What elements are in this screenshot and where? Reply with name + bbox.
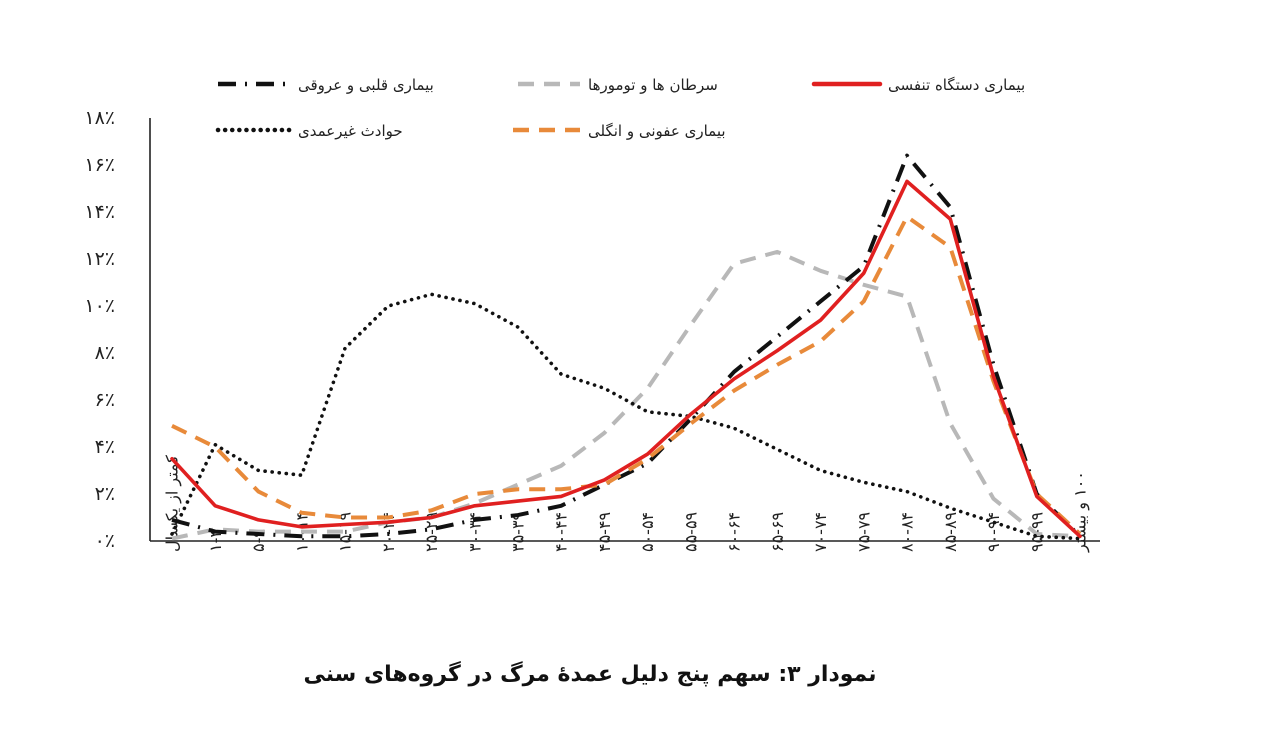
- chart-title: نمودار ۳: سهم پنج دلیل عمدهٔ مرگ در گروه…: [303, 662, 877, 687]
- x-tick-label: ۴۰-۴۴: [552, 512, 571, 552]
- series-lines: [170, 153, 1082, 541]
- x-tick-label: ۷۵-۷۹: [854, 512, 873, 552]
- series-line: [171, 153, 1082, 539]
- series-line: [171, 249, 1081, 541]
- x-tick-label: ۶۰-۶۴: [725, 512, 744, 552]
- x-tick-label: ۲۵-۲۹: [422, 512, 441, 552]
- x-tick-label: ۵۵-۵۹: [681, 512, 700, 552]
- legend: بیماری قلبی و عروقی سرطان ها و تومورها بیم…: [215, 76, 1025, 140]
- y-tick-label: ۱۰٪: [84, 295, 115, 317]
- y-tick-label: ۱۶٪: [84, 154, 115, 176]
- x-tick-label: ۱۵-۱۹: [336, 512, 355, 552]
- legend-label: حوادث غیرعمدی: [298, 122, 403, 140]
- x-tick-label: ۸۰-۸۴: [898, 512, 917, 552]
- x-tick-label: ۱۰۰ و بیشتر: [1071, 471, 1091, 553]
- x-tick-label: ۳۰-۳۴: [465, 512, 484, 552]
- y-tick-label: ۱۴٪: [84, 201, 115, 223]
- legend-label: بیماری عفونی و انگلی: [588, 122, 726, 140]
- y-tick-label: ۱۸٪: [84, 107, 115, 129]
- series-line: [171, 214, 1082, 536]
- y-tick-label: ۰٪: [95, 530, 115, 552]
- x-tick-label: ۶۵-۶۹: [768, 512, 787, 552]
- y-tick-label: ۴٪: [95, 436, 115, 458]
- x-tick-label: ۵۰-۵۴: [638, 512, 657, 552]
- series-line: [170, 292, 1082, 541]
- x-tick-label: ۷۰-۷۴: [811, 512, 830, 552]
- y-tick-label: ۲٪: [95, 483, 115, 505]
- x-tick-label: ۸۵-۸۹: [941, 512, 960, 552]
- legend-label: بیماری قلبی و عروقی: [298, 76, 434, 94]
- legend-label: سرطان ها و تومورها: [588, 76, 718, 94]
- x-tick-label: ۳۵-۳۹: [509, 512, 528, 552]
- x-tick-label: کمتر از یکسال: [163, 455, 183, 552]
- x-tick-label: ۴۵-۴۹: [595, 512, 614, 552]
- x-tick-label: ۹۰-۹۴: [984, 512, 1003, 552]
- legend-label: بیماری دستگاه تنفسی: [888, 76, 1025, 94]
- y-tick-label: ۱۲٪: [84, 248, 115, 270]
- y-tick-label: ۶٪: [95, 389, 115, 411]
- x-tick-label: ۱-۴: [206, 529, 225, 552]
- y-axis: ۰٪ ۲٪ ۴٪ ۶٪ ۸٪ ۱۰٪ ۱۲٪ ۱۴٪ ۱۶٪ ۱۸٪: [84, 107, 151, 552]
- y-tick-label: ۸٪: [95, 342, 115, 364]
- series-line: [170, 179, 1082, 539]
